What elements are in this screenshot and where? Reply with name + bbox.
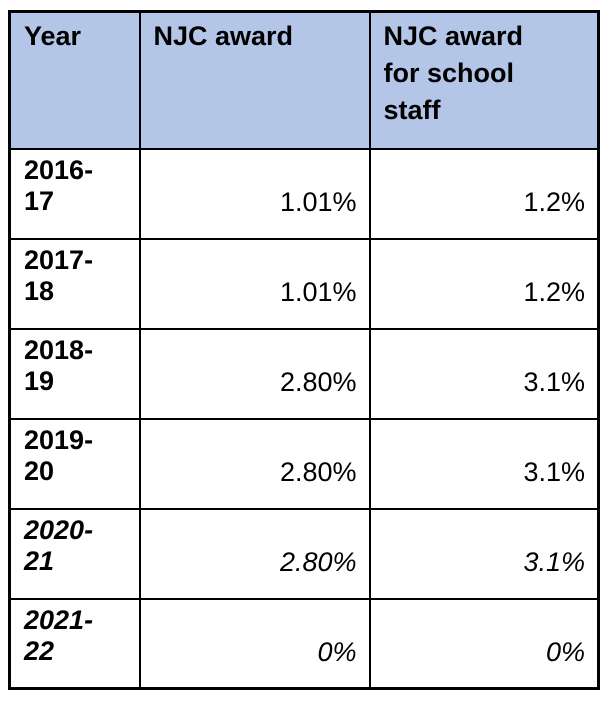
njc-award-cell: 2.80% [138,327,371,420]
year-cell: 2021- 22 [8,597,141,690]
column-header-njc-award: NJC award [138,10,371,150]
njc-award-cell: 1.01% [138,147,371,240]
school-award-cell: 3.1% [368,327,600,420]
year-line: 2019- [24,424,94,455]
column-header-year: Year [8,10,141,150]
school-award-cell: 1.2% [368,237,600,330]
header-line: staff [383,95,441,125]
year-cell: 2016- 17 [8,147,141,240]
year-line: 2020- [24,514,94,545]
table-row: 2016- 17 1.01% 1.2% [8,147,600,240]
year-line: 21 [24,545,55,576]
school-award-cell: 3.1% [368,507,600,600]
njc-award-cell: 0% [138,597,371,690]
year-line: 19 [24,365,55,396]
year-cell: 2019- 20 [8,417,141,510]
column-header-njc-award-school-staff: NJC award for school staff [368,10,600,150]
year-cell: 2018- 19 [8,327,141,420]
year-line: 18 [24,275,55,306]
table-row: 2020- 21 2.80% 3.1% [8,507,600,600]
year-line: 20 [24,455,55,486]
njc-pay-award-table: Year NJC award NJC award for school staf… [8,10,600,690]
year-line: 2017- [24,244,94,275]
year-line: 2021- [24,604,94,635]
table-header-row: Year NJC award NJC award for school staf… [8,10,600,150]
header-line: NJC award [383,21,524,51]
table-row: 2021- 22 0% 0% [8,597,600,690]
year-cell: 2020- 21 [8,507,141,600]
year-line: 22 [24,635,55,666]
year-line: 2016- [24,154,94,185]
table-row: 2018- 19 2.80% 3.1% [8,327,600,420]
header-line: for school [383,58,515,88]
year-line: 17 [24,185,55,216]
year-cell: 2017- 18 [8,237,141,330]
year-line: 2018- [24,334,94,365]
njc-award-cell: 2.80% [138,417,371,510]
table-row: 2017- 18 1.01% 1.2% [8,237,600,330]
header-line: Year [24,21,82,51]
school-award-cell: 1.2% [368,147,600,240]
njc-award-cell: 2.80% [138,507,371,600]
school-award-cell: 0% [368,597,600,690]
header-line: NJC award [153,21,294,51]
njc-award-cell: 1.01% [138,237,371,330]
table-row: 2019- 20 2.80% 3.1% [8,417,600,510]
school-award-cell: 3.1% [368,417,600,510]
